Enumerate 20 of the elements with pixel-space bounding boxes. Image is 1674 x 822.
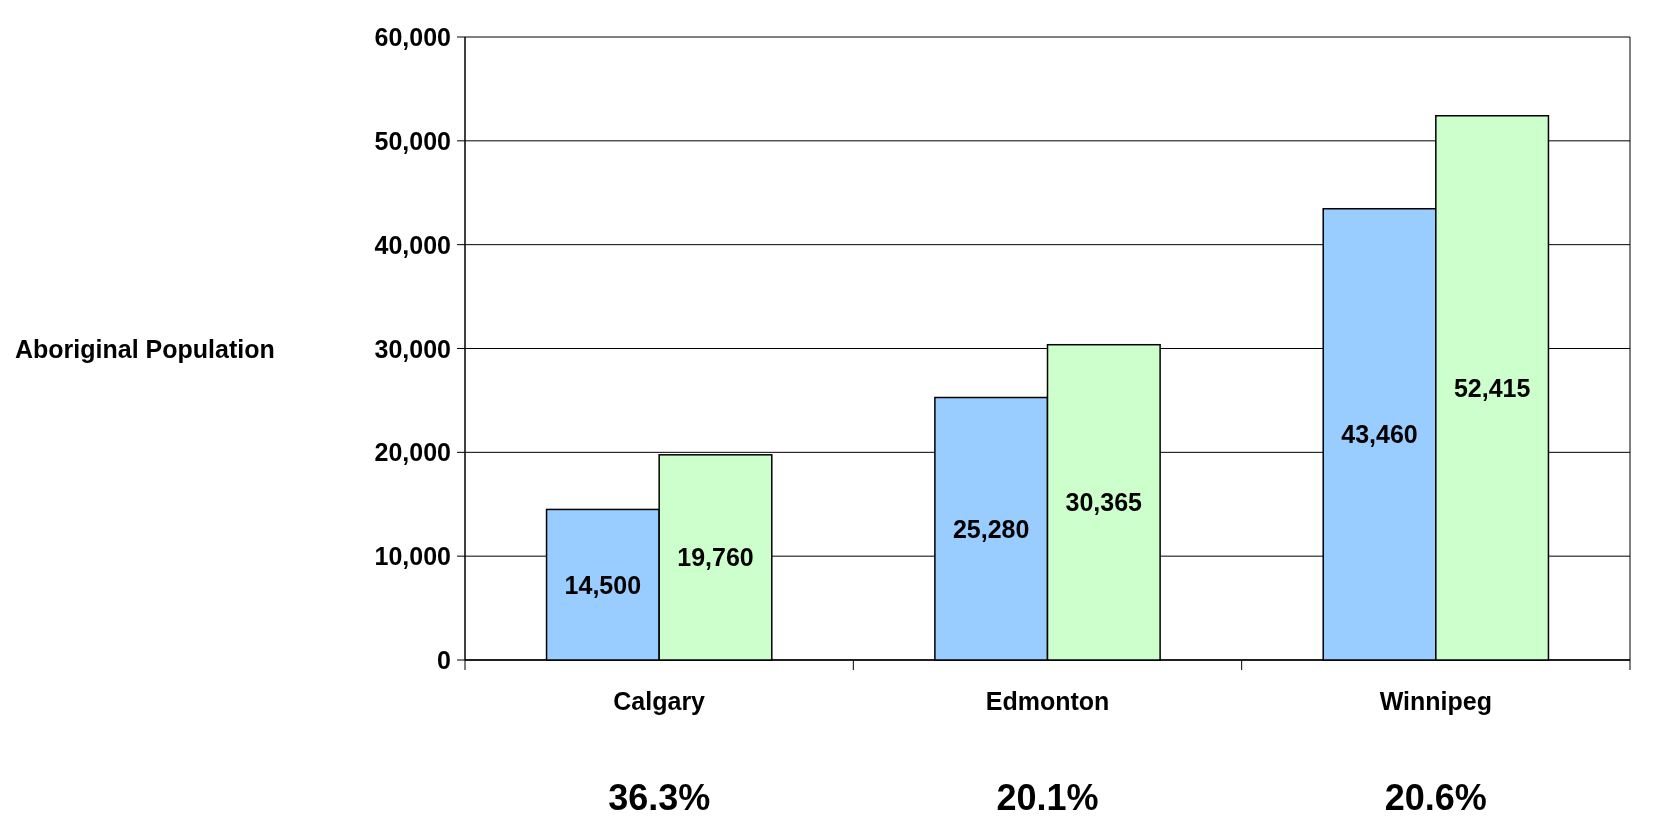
data-label: 52,415 — [1453, 373, 1531, 402]
text: 20.1% — [996, 777, 1099, 818]
y-tick-label: 50,000 — [374, 126, 451, 155]
text: 36.3% — [608, 777, 711, 818]
text: 20.6% — [1384, 777, 1487, 818]
y-tick-label: 60,000 — [374, 23, 451, 51]
data-label: 30,365 — [1065, 488, 1143, 517]
data-label: 14,500 — [564, 570, 642, 599]
y-tick-label: 20,000 — [374, 438, 451, 467]
y-tick-label: 30,000 — [374, 334, 451, 363]
x-tick-label: Calgary — [613, 687, 706, 715]
y-tick-label: 40,000 — [374, 230, 451, 259]
y-axis-title: Aboriginal Population — [15, 334, 275, 363]
data-label: 19,760 — [677, 543, 754, 572]
data-label: 43,460 — [1341, 420, 1418, 449]
data-label: 25,280 — [952, 514, 1030, 543]
y-tick-label: 10,000 — [374, 542, 451, 571]
x-tick-label: Edmonton — [985, 687, 1110, 715]
y-tick-label: 0 — [437, 646, 451, 674]
x-tick-label: Winnipeg — [1379, 687, 1492, 715]
